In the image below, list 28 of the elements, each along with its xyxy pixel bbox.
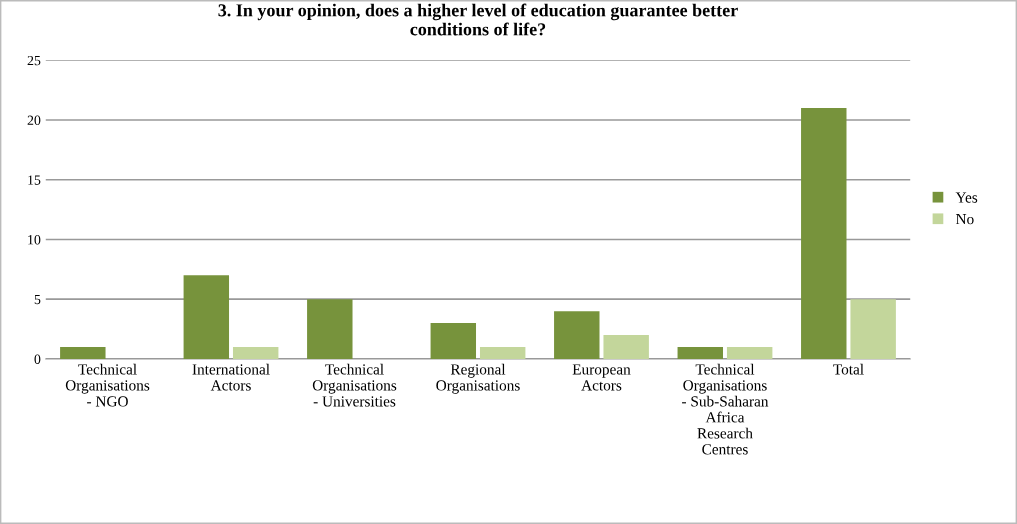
y-tick-label: 0 [34,354,41,364]
bar [307,299,353,359]
y-tick-label: 10 [28,235,41,245]
x-tick-label: European Actors [572,364,631,391]
legend-label: No [955,214,974,225]
chart-title: 3. In your opinion, does a higher level of education guarantee better conditions of life? [218,3,738,36]
bar [554,311,600,359]
bar [232,346,279,359]
bar [60,346,106,359]
bar [850,299,896,359]
bar [677,346,723,359]
x-tick-label: Total [833,363,864,375]
bar [479,346,526,359]
bar [801,108,847,359]
y-tick-label: 5 [34,294,41,305]
y-tick-label: 15 [28,175,41,185]
y-tick-label: 25 [27,55,41,66]
legend-label: Yes [955,192,978,203]
x-tick-label: Technical Organisations - Universities [312,363,397,407]
x-tick-label: International Actors [192,363,270,391]
x-tick-label: Technical Organisations - Sub-Saharan Africa Research Centres [682,363,769,455]
bar [603,335,649,359]
bar [726,346,773,359]
y-tick-label: 20 [27,115,41,125]
x-tick-label: Technical Organisations - NGO [65,363,150,407]
bar [430,323,477,359]
x-tick-label: Regional Organisations [436,363,520,394]
bar [183,275,230,359]
